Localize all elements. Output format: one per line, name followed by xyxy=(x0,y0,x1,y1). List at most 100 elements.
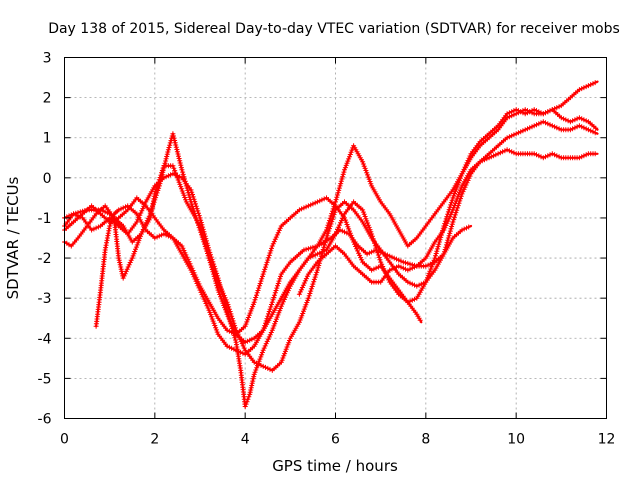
point-marker xyxy=(459,224,472,233)
point-marker xyxy=(576,123,589,132)
point-marker xyxy=(504,112,517,121)
point-marker xyxy=(287,321,301,341)
point-marker xyxy=(387,275,400,291)
point-marker xyxy=(278,261,292,277)
point-marker xyxy=(233,339,243,371)
point-marker xyxy=(333,169,347,205)
point-marker xyxy=(75,225,89,241)
point-marker xyxy=(477,136,490,149)
point-marker xyxy=(107,215,120,227)
point-marker xyxy=(278,217,291,229)
point-marker xyxy=(549,104,562,113)
point-marker xyxy=(364,248,377,257)
y-tick-label: 3 xyxy=(43,51,52,67)
point-marker xyxy=(585,119,599,131)
chart-title: Day 138 of 2015, Sidereal Day-to-day VTE… xyxy=(48,21,620,37)
point-marker xyxy=(391,255,404,264)
point-marker xyxy=(188,263,202,287)
point-marker xyxy=(215,315,229,331)
point-marker xyxy=(251,350,265,377)
point-marker xyxy=(522,124,535,133)
point-marker xyxy=(567,116,580,125)
point-marker xyxy=(369,183,382,203)
point-marker xyxy=(170,235,183,247)
point-marker xyxy=(486,128,499,141)
point-marker xyxy=(504,132,517,141)
point-marker xyxy=(242,301,256,329)
point-marker xyxy=(111,208,120,217)
point-marker xyxy=(378,199,391,215)
point-marker xyxy=(324,233,337,253)
point-marker xyxy=(314,196,327,205)
point-marker xyxy=(459,169,473,189)
point-marker xyxy=(378,247,391,263)
point-marker xyxy=(242,345,255,357)
point-marker xyxy=(522,108,535,117)
point-marker xyxy=(585,127,598,136)
point-marker xyxy=(387,211,401,231)
point-marker xyxy=(125,221,138,237)
point-marker xyxy=(251,329,265,349)
point-marker xyxy=(269,273,283,305)
point-marker xyxy=(215,275,229,311)
point-marker xyxy=(287,249,305,265)
point-marker xyxy=(197,227,211,259)
point-marker xyxy=(269,225,283,249)
point-marker xyxy=(269,361,282,373)
point-marker xyxy=(68,237,79,249)
point-marker xyxy=(405,264,417,273)
point-marker xyxy=(414,257,427,269)
point-marker xyxy=(129,233,142,245)
point-marker xyxy=(116,204,128,213)
point-marker xyxy=(152,176,165,189)
point-marker xyxy=(504,147,517,156)
point-marker xyxy=(441,209,455,233)
point-marker xyxy=(80,205,93,217)
point-marker xyxy=(360,207,374,235)
point-marker xyxy=(161,227,174,239)
point-marker xyxy=(360,159,374,187)
point-marker xyxy=(197,215,211,251)
point-marker xyxy=(197,283,211,303)
point-marker xyxy=(134,201,148,225)
point-marker xyxy=(495,117,509,133)
point-marker xyxy=(170,131,184,171)
point-marker xyxy=(233,325,246,337)
point-marker xyxy=(269,297,283,317)
point-marker xyxy=(296,257,310,273)
point-marker xyxy=(224,299,238,331)
x-axis-label: GPS time / hours xyxy=(272,457,398,475)
point-marker xyxy=(152,215,165,231)
point-marker xyxy=(324,209,338,241)
y-tick-label: 1 xyxy=(43,131,52,147)
point-marker xyxy=(558,96,572,109)
x-tick-label: 2 xyxy=(150,432,159,448)
point-marker xyxy=(296,273,310,297)
point-marker xyxy=(224,307,238,343)
point-marker xyxy=(333,243,346,255)
y-tick-label: -1 xyxy=(38,211,52,227)
point-marker xyxy=(531,120,544,129)
point-marker xyxy=(549,151,562,160)
point-marker xyxy=(80,215,93,231)
point-marker xyxy=(116,223,129,235)
point-marker xyxy=(396,227,410,247)
point-marker xyxy=(459,153,473,177)
point-marker xyxy=(567,88,581,101)
point-marker xyxy=(296,297,311,325)
point-marker xyxy=(477,132,490,145)
point-marker xyxy=(396,263,408,272)
point-marker xyxy=(450,173,464,193)
y-tick-label: -3 xyxy=(38,291,52,307)
point-marker xyxy=(405,279,417,288)
point-marker xyxy=(242,394,252,409)
point-marker xyxy=(432,229,445,245)
point-marker xyxy=(432,201,445,217)
point-marker xyxy=(351,199,364,211)
point-marker xyxy=(513,128,526,137)
point-marker xyxy=(179,175,192,191)
point-marker xyxy=(450,193,464,225)
point-marker xyxy=(423,257,437,285)
point-marker xyxy=(585,151,598,157)
